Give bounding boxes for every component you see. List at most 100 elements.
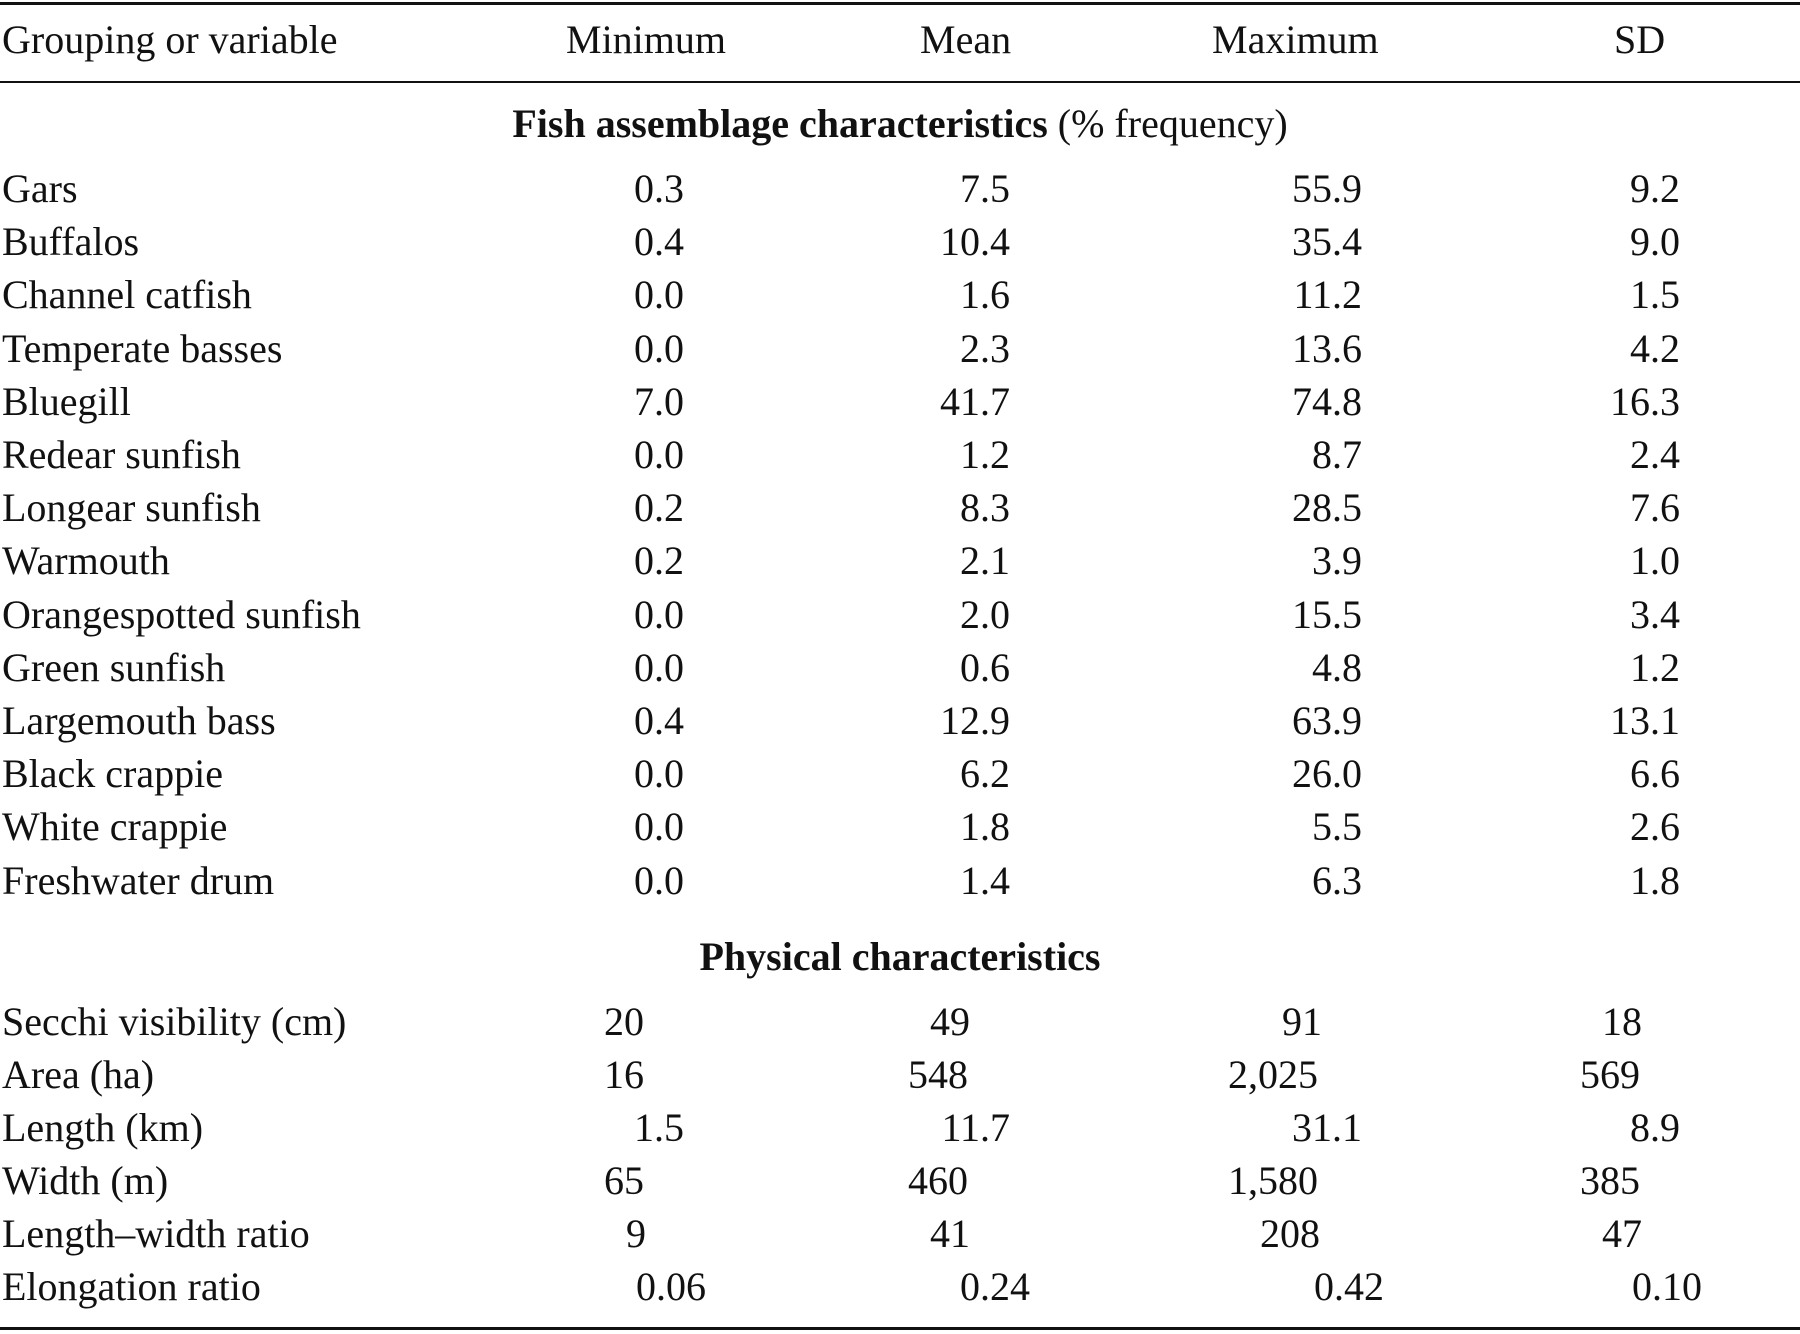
section-title-normal: (% frequency) — [1047, 101, 1288, 146]
cell-sd: 2.6 — [1630, 804, 1680, 849]
row-label: White crappie — [2, 804, 228, 849]
cell-min: 0.2 — [634, 538, 684, 583]
cell-min: 65 — [604, 1158, 644, 1203]
cell-max: 15.5 — [1292, 592, 1362, 637]
cell-min: 0.0 — [634, 751, 684, 796]
cell-max: 5.5 — [1312, 804, 1362, 849]
cell-max: 208 — [1260, 1211, 1320, 1256]
section-title: Physical characteristics — [0, 933, 1800, 981]
cell-sd: 3.4 — [1630, 592, 1680, 637]
cell-min: 20 — [604, 999, 644, 1044]
cell-min: 0.3 — [634, 166, 684, 211]
cell-sd: 47 — [1602, 1211, 1642, 1256]
row-label: Buffalos — [2, 219, 140, 264]
cell-max: 13.6 — [1292, 326, 1362, 371]
cell-min: 0.0 — [634, 804, 684, 849]
section-title-bold: Physical characteristics — [699, 934, 1101, 979]
row-label: Elongation ratio — [2, 1264, 261, 1309]
row-label: Freshwater drum — [2, 858, 275, 903]
cell-mean: 1.2 — [960, 432, 1010, 477]
cell-mean: 41.7 — [940, 379, 1010, 424]
row-label: Warmouth — [2, 538, 170, 583]
cell-mean: 12.9 — [940, 698, 1010, 743]
cell-max: 1,580 — [1228, 1158, 1318, 1203]
header-mean: Mean — [920, 17, 1012, 62]
cell-max: 35.4 — [1292, 219, 1362, 264]
cell-mean: 0.24 — [960, 1264, 1030, 1309]
cell-max: 28.5 — [1292, 485, 1362, 530]
cell-min: 7.0 — [634, 379, 684, 424]
cell-min: 0.0 — [634, 326, 684, 371]
cell-mean: 41 — [930, 1211, 970, 1256]
cell-mean: 7.5 — [960, 166, 1010, 211]
row-label: Width (m) — [2, 1158, 169, 1203]
cell-mean: 460 — [908, 1158, 968, 1203]
row-label: Area (ha) — [2, 1052, 155, 1097]
row-label: Secchi visibility (cm) — [2, 999, 347, 1044]
cell-mean: 10.4 — [940, 219, 1010, 264]
cell-sd: 1.0 — [1630, 538, 1680, 583]
row-label: Bluegill — [2, 379, 131, 424]
cell-min: 16 — [604, 1052, 644, 1097]
cell-mean: 8.3 — [960, 485, 1010, 530]
header-grouping: Grouping or variable — [2, 17, 338, 62]
cell-max: 0.42 — [1314, 1264, 1384, 1309]
cell-sd: 9.0 — [1630, 219, 1680, 264]
cell-mean: 49 — [930, 999, 970, 1044]
cell-sd: 1.8 — [1630, 858, 1680, 903]
cell-min: 0.0 — [634, 858, 684, 903]
cell-sd: 1.2 — [1630, 645, 1680, 690]
cell-max: 31.1 — [1292, 1105, 1362, 1150]
cell-sd: 7.6 — [1630, 485, 1680, 530]
cell-max: 11.2 — [1293, 272, 1362, 317]
header-rule — [0, 81, 1800, 83]
cell-max: 2,025 — [1228, 1052, 1318, 1097]
row-label: Black crappie — [2, 751, 223, 796]
cell-mean: 2.1 — [960, 538, 1010, 583]
cell-sd: 13.1 — [1610, 698, 1680, 743]
cell-max: 6.3 — [1312, 858, 1362, 903]
cell-max: 74.8 — [1292, 379, 1362, 424]
cell-min: 1.5 — [634, 1105, 684, 1150]
cell-sd: 8.9 — [1630, 1105, 1680, 1150]
cell-max: 3.9 — [1312, 538, 1362, 583]
section-title: Fish assemblage characteristics (% frequ… — [0, 100, 1800, 148]
cell-mean: 11.7 — [941, 1105, 1010, 1150]
row-label: Orangespotted sunfish — [2, 592, 361, 637]
cell-min: 0.06 — [636, 1264, 706, 1309]
cell-max: 63.9 — [1292, 698, 1362, 743]
cell-min: 0.4 — [634, 219, 684, 264]
cell-min: 9 — [626, 1211, 646, 1256]
section-title-bold: Fish assemblage characteristics — [512, 101, 1048, 146]
row-label: Longear sunfish — [2, 485, 261, 530]
cell-mean: 2.3 — [960, 326, 1010, 371]
header-maximum: Maximum — [1212, 17, 1379, 62]
cell-min: 0.0 — [634, 645, 684, 690]
top-rule — [0, 2, 1800, 5]
cell-sd: 9.2 — [1630, 166, 1680, 211]
cell-sd: 1.5 — [1630, 272, 1680, 317]
cell-max: 4.8 — [1312, 645, 1362, 690]
cell-mean: 1.4 — [960, 858, 1010, 903]
header-sd: SD — [1614, 17, 1666, 62]
cell-sd: 0.10 — [1632, 1264, 1702, 1309]
cell-max: 55.9 — [1292, 166, 1362, 211]
cell-max: 26.0 — [1292, 751, 1362, 796]
cell-sd: 2.4 — [1630, 432, 1680, 477]
cell-sd: 18 — [1602, 999, 1642, 1044]
row-label: Green sunfish — [2, 645, 226, 690]
cell-sd: 569 — [1580, 1052, 1640, 1097]
cell-mean: 1.6 — [960, 272, 1010, 317]
row-label: Channel catfish — [2, 272, 252, 317]
cell-max: 8.7 — [1312, 432, 1362, 477]
cell-mean: 548 — [908, 1052, 968, 1097]
cell-mean: 2.0 — [960, 592, 1010, 637]
row-label: Temperate basses — [2, 326, 283, 371]
cell-min: 0.0 — [634, 432, 684, 477]
cell-max: 91 — [1282, 999, 1322, 1044]
cell-min: 0.0 — [634, 272, 684, 317]
row-label: Gars — [2, 166, 78, 211]
row-label: Redear sunfish — [2, 432, 241, 477]
row-label: Length–width ratio — [2, 1211, 310, 1256]
